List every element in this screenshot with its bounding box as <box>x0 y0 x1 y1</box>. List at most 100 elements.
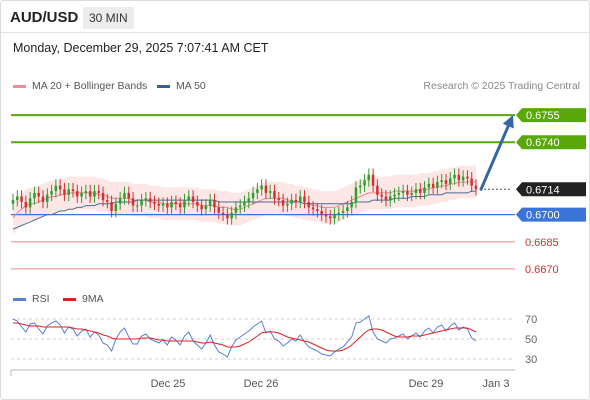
candle-body <box>457 174 461 181</box>
candle-body <box>226 214 229 219</box>
level-label-0.6755: 0.6755 <box>526 110 560 122</box>
forecast-arrow-shaft <box>479 124 510 191</box>
candle-body <box>88 191 92 197</box>
candle-body <box>474 185 478 190</box>
candle-body <box>397 192 401 195</box>
level-label-0.6740: 0.6740 <box>526 137 560 149</box>
candle-body <box>341 211 345 213</box>
candle-body <box>466 176 469 179</box>
currency-pair-title: AUD/USD <box>10 9 79 26</box>
candle-body <box>247 198 250 202</box>
level-label-0.6714: 0.6714 <box>526 184 560 196</box>
candle-body <box>371 174 375 186</box>
candle-body <box>110 202 113 211</box>
candle-body <box>350 202 353 208</box>
candle-body <box>28 198 32 208</box>
candle-body <box>380 194 383 197</box>
header-divider <box>1 32 589 33</box>
candle-body <box>131 198 135 206</box>
candle-body <box>161 203 165 206</box>
ma20-swatch <box>13 84 26 88</box>
candle-body <box>238 205 242 208</box>
rsi-swatch <box>13 297 26 301</box>
candle-body <box>58 185 62 190</box>
candle-body <box>470 178 473 186</box>
candle-body <box>251 192 255 199</box>
x-tick-dec-29: Dec 29 <box>409 378 444 390</box>
candle-body <box>217 207 220 213</box>
ma9-swatch <box>63 297 76 301</box>
candle-body <box>427 183 431 188</box>
candle-body <box>114 203 118 211</box>
candle-body <box>221 212 225 215</box>
candle-body <box>307 202 310 208</box>
candle-body <box>106 200 109 202</box>
chart-header: AUD/USD 30 MIN <box>0 0 590 34</box>
candle-body <box>63 189 66 195</box>
candle-body <box>234 207 238 213</box>
level-label-0.6670: 0.6670 <box>525 264 559 276</box>
candle-body <box>294 200 298 202</box>
candle-body <box>256 189 259 193</box>
candle-body <box>80 192 83 197</box>
candle-body <box>389 196 392 201</box>
candle-body <box>166 203 169 208</box>
candle-body <box>118 198 122 204</box>
candle-body <box>191 196 195 202</box>
candle-body <box>54 185 58 192</box>
candle-body <box>337 212 340 215</box>
candle-body <box>461 176 465 181</box>
candle-body <box>264 185 268 193</box>
rsi-tick-30: 30 <box>525 354 537 366</box>
legend-9ma: 9MA <box>63 293 104 305</box>
datetime-label: Monday, December 29, 2025 7:07:41 AM CET <box>13 41 269 55</box>
candle-body <box>243 202 246 206</box>
candle-body <box>170 202 173 208</box>
candle-body <box>354 187 358 202</box>
candle-body <box>97 191 100 193</box>
candle-body <box>33 192 36 199</box>
candle-body <box>376 185 379 195</box>
candle-body <box>183 200 186 208</box>
candle-body <box>359 185 362 188</box>
candle-body <box>127 192 130 199</box>
level-tag-0.6740 <box>516 135 586 150</box>
candle-body <box>346 207 349 211</box>
candle-body <box>230 212 233 219</box>
rsi-tick-70: 70 <box>525 314 537 326</box>
candle-body <box>414 189 418 193</box>
timeframe-button[interactable]: 30 MIN <box>83 7 134 29</box>
candle-body <box>67 189 70 195</box>
candle-body <box>76 191 79 197</box>
candle-body <box>144 198 148 201</box>
rsi-line <box>12 315 477 358</box>
candle-body <box>393 194 396 197</box>
candle-body <box>363 180 366 186</box>
forecast-arrow-head <box>502 115 514 129</box>
legend-ma50: MA 50 <box>157 80 206 92</box>
candle-body <box>260 185 263 190</box>
candle-body <box>333 214 336 219</box>
candle-body <box>316 209 319 211</box>
candle-body <box>16 196 19 201</box>
candle-body <box>449 178 452 184</box>
legend-ma20-label: MA 20 + Bollinger Bands <box>32 80 148 92</box>
x-tick-dec-25: Dec 25 <box>151 378 186 390</box>
candle-body <box>320 211 323 215</box>
level-tag-0.6755 <box>516 108 586 123</box>
candle-body <box>204 205 208 210</box>
legend-ma50-label: MA 50 <box>176 80 206 92</box>
candle-body <box>440 180 443 182</box>
legend-rsi-label: RSI <box>32 293 50 305</box>
candle-body <box>46 194 49 202</box>
candle-body <box>41 196 45 202</box>
legend-9ma-label: 9MA <box>82 293 104 305</box>
candle-body <box>401 191 405 193</box>
candle-body <box>406 191 409 195</box>
candle-body <box>286 203 289 206</box>
candle-body <box>200 205 203 210</box>
legend-rsi: RSI <box>13 293 50 305</box>
candle-body <box>187 196 190 201</box>
candle-body <box>50 191 53 195</box>
